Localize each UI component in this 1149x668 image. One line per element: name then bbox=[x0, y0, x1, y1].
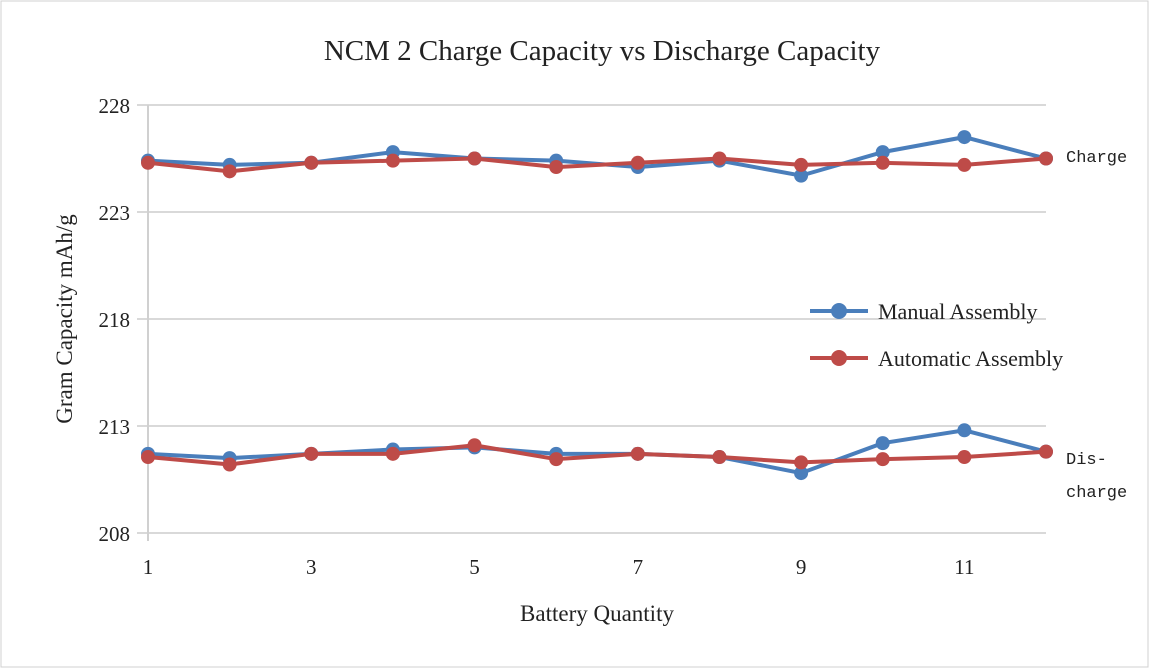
legend-item: Automatic Assembly bbox=[810, 346, 1063, 371]
data-point bbox=[794, 157, 809, 172]
data-point bbox=[304, 446, 319, 461]
data-point bbox=[630, 446, 645, 461]
series-automatic-assembly-charge bbox=[141, 151, 1053, 179]
data-point bbox=[549, 160, 564, 175]
data-point bbox=[957, 450, 972, 465]
y-tick-label: 208 bbox=[99, 522, 131, 546]
data-point bbox=[549, 452, 564, 467]
data-point bbox=[141, 450, 155, 465]
data-point bbox=[222, 457, 237, 472]
series-automatic-assembly-discharge bbox=[141, 438, 1053, 472]
data-point bbox=[385, 153, 400, 168]
y-tick-label: 213 bbox=[99, 415, 131, 439]
y-tick-label: 218 bbox=[99, 308, 131, 332]
x-axis-label: Battery Quantity bbox=[520, 601, 674, 626]
data-point bbox=[957, 130, 972, 145]
data-point bbox=[875, 436, 890, 451]
data-point bbox=[957, 157, 972, 172]
data-point bbox=[712, 151, 727, 166]
x-tick-label: 3 bbox=[306, 555, 317, 579]
x-tick-label: 5 bbox=[469, 555, 480, 579]
series-line bbox=[147, 156, 1047, 174]
data-point bbox=[467, 151, 482, 166]
data-point bbox=[875, 145, 890, 160]
data-point bbox=[222, 164, 237, 179]
y-tick-label: 223 bbox=[99, 201, 131, 225]
data-point bbox=[712, 450, 727, 465]
legend-swatch-marker bbox=[831, 350, 847, 366]
y-axis-label: Gram Capacity mAh/g bbox=[52, 214, 77, 424]
legend-label: Automatic Assembly bbox=[878, 346, 1063, 371]
charge-group-label: Charge bbox=[1066, 149, 1127, 168]
data-point bbox=[141, 155, 155, 170]
discharge-group-label-line1: Dis- bbox=[1066, 451, 1107, 470]
x-tick-label: 1 bbox=[143, 555, 154, 579]
legend-swatch-marker bbox=[831, 303, 847, 319]
series-line bbox=[147, 443, 1047, 467]
chart-title: NCM 2 Charge Capacity vs Discharge Capac… bbox=[324, 35, 881, 67]
data-point bbox=[957, 423, 972, 438]
data-point bbox=[630, 155, 645, 170]
legend-item: Manual Assembly bbox=[810, 299, 1038, 324]
discharge-group-label-line2: charge bbox=[1066, 484, 1127, 503]
data-point bbox=[385, 446, 400, 461]
data-point bbox=[794, 455, 809, 470]
data-point bbox=[794, 466, 809, 481]
data-point bbox=[875, 155, 890, 170]
data-point bbox=[794, 168, 809, 183]
x-tick-label: 7 bbox=[633, 555, 644, 579]
x-tick-label: 11 bbox=[954, 555, 974, 579]
legend-label: Manual Assembly bbox=[878, 299, 1038, 324]
data-point bbox=[467, 438, 482, 453]
data-point bbox=[1039, 444, 1053, 459]
x-tick-label: 9 bbox=[796, 555, 807, 579]
data-point bbox=[1039, 151, 1053, 166]
data-point bbox=[304, 155, 319, 170]
data-point bbox=[875, 452, 890, 467]
y-tick-label: 228 bbox=[99, 94, 131, 118]
